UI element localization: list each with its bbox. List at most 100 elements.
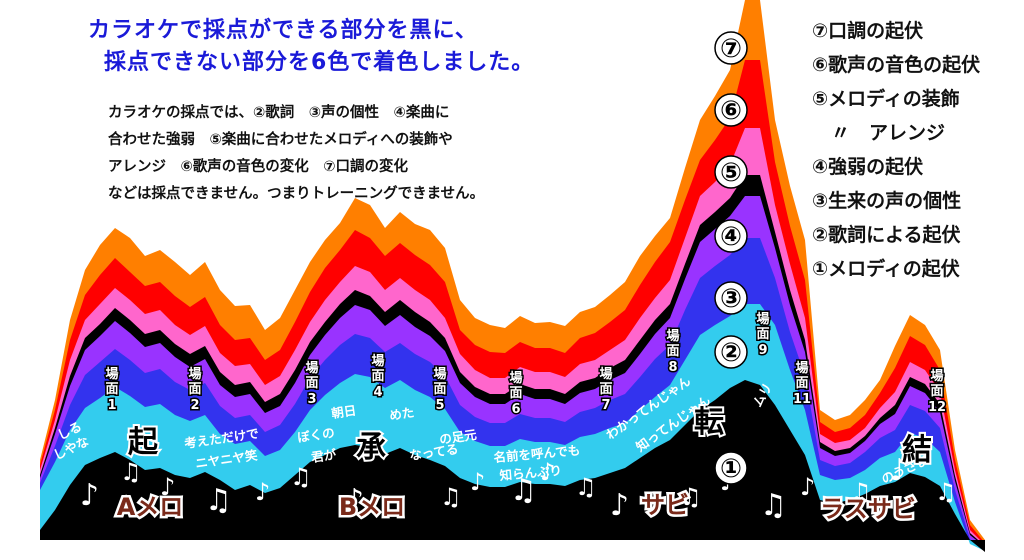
scene-word: 場 <box>305 360 318 376</box>
scene-word: 面 <box>756 327 769 342</box>
scene-word: 場 <box>666 328 679 344</box>
scene-number: 11 <box>793 392 811 407</box>
scene-word: 場 <box>371 353 384 369</box>
layer-marker-label: ④ <box>720 222 742 252</box>
description-line: などは採点できません。つまりトレーニングできません。 <box>108 186 485 202</box>
legend-item-5b: 〃 アレンジ <box>812 122 946 144</box>
legend-item-2: ②歌詞による起伏 <box>812 224 961 246</box>
lyric-text: の足元 <box>438 427 478 447</box>
music-note-icon: ♪ <box>470 468 485 496</box>
scene-word: 面 <box>509 386 522 401</box>
legend-item-1: ①メロディの起伏 <box>812 258 960 280</box>
scene-number: 4 <box>373 385 382 400</box>
legend-item-5: ⑤メロディの装飾 <box>812 88 960 110</box>
lyric-text: 知らんぷり <box>498 463 563 483</box>
lyric-text: ぼくの <box>296 425 335 445</box>
layer-marker-circle <box>714 31 748 65</box>
melody-layers <box>40 0 985 552</box>
scene-word: 場 <box>756 311 769 327</box>
lyric-text: めた <box>388 405 415 423</box>
music-notes: ♪♫♪♫♪♫♪♫♪♫♪♫♪♫♪♫♪♫♪♫ <box>80 453 957 523</box>
lyric-text: なってる <box>408 441 459 463</box>
scene-word: 場 <box>188 366 201 382</box>
layer-marker-label: ① <box>720 454 742 484</box>
scene-word: 面 <box>930 384 943 399</box>
scene-word: 面 <box>599 382 612 397</box>
scene-word: 面 <box>433 382 446 397</box>
story-label: 承 <box>356 430 386 465</box>
section-label: Bメロ <box>339 493 405 521</box>
scene-number: 2 <box>190 398 199 413</box>
lyric-text: 朝日 <box>330 403 357 421</box>
description: カラオケの採点では、②歌詞 ③声の個性 ④楽曲に 合わせた強弱 ⑤楽曲に合わせた… <box>108 100 608 208</box>
scene-word: 場 <box>433 366 446 382</box>
scene-label-3: 場面3 <box>304 359 320 409</box>
music-note-icon: ♫ <box>850 478 872 506</box>
music-note-icon: ♪ <box>255 478 270 506</box>
music-note-icon: ♪ <box>890 453 909 488</box>
scene-word: 面 <box>188 382 201 397</box>
lyric-text: 君が <box>309 447 337 466</box>
legend: ⑦口調の起伏 ⑥歌声の音色の起伏 ⑤メロディの装飾 〃 アレンジ ④強弱の起伏 … <box>812 14 980 286</box>
scene-word: 面 <box>795 376 808 391</box>
scene-label-5: 場面5 <box>432 365 448 415</box>
story-labels: 起 承 転結 <box>126 403 934 470</box>
story-label: 転 <box>694 405 724 440</box>
music-note-icon: ♪ <box>610 488 629 523</box>
section-label: ラスサビ <box>820 495 916 523</box>
scene-word: 場 <box>105 366 118 382</box>
scene-word: 場 <box>930 368 943 384</box>
scene-word: 面 <box>371 369 384 384</box>
story-label: 結 <box>902 433 932 468</box>
description-line: カラオケの採点では、②歌詞 ③声の個性 ④楽曲に <box>108 105 450 121</box>
layer-marker-circle <box>714 93 748 127</box>
layer-marker-circle <box>714 155 748 189</box>
music-note-icon: ♫ <box>120 458 142 486</box>
legend-item-3: ③生来の声の個性 <box>812 190 962 212</box>
scene-label-1: 場面1 <box>104 365 120 415</box>
scene-word: 場 <box>599 366 612 382</box>
scene-label-7: 場面7 <box>598 365 614 415</box>
music-note-icon: ♫ <box>935 478 957 506</box>
music-note-icon: ♫ <box>290 463 312 491</box>
layer-marker-circle <box>714 335 748 369</box>
music-note-icon: ♫ <box>680 483 702 511</box>
layer-marker-label: ⑦ <box>720 34 742 64</box>
scene-number: 9 <box>758 343 767 358</box>
layer-marker-label: ③ <box>720 284 742 314</box>
layer-marker-label: ② <box>720 338 742 368</box>
title-line-1: カラオケで採点ができる部分を黒に、 <box>88 18 478 43</box>
scene-word: 面 <box>105 382 118 397</box>
scene-word: 面 <box>666 344 679 359</box>
layer-marker-label: ⑥ <box>720 96 742 126</box>
music-note-icon: ♪ <box>800 473 815 501</box>
music-note-icon: ♫ <box>760 488 787 523</box>
section-label: サビ <box>641 491 689 519</box>
scene-number: 5 <box>435 398 444 413</box>
legend-item-6: ⑥歌声の音色の起伏 <box>812 54 981 76</box>
scene-number: 3 <box>307 392 316 407</box>
music-note-icon: ♪ <box>160 473 175 501</box>
music-note-icon: ♪ <box>80 478 99 513</box>
layer-8 <box>40 380 985 552</box>
scene-number: 1 <box>107 398 116 413</box>
layer-marker-circle <box>714 451 748 485</box>
scene-label-4: 場面4 <box>370 352 386 402</box>
description-line: アレンジ ⑥歌声の音色の変化 ⑦口調の変化 <box>108 159 409 175</box>
scene-number: 8 <box>668 360 677 375</box>
scene-word: 場 <box>795 360 808 376</box>
title-line-2: 採点できない部分を6色で着色しました。 <box>104 50 535 75</box>
scene-word: 場 <box>509 370 522 386</box>
music-note-icon: ♪ <box>540 458 555 486</box>
section-label: Aメロ <box>117 493 184 521</box>
layer-number-markers: ⑦ ⑥ ⑤ ④ ③ ② ① <box>714 31 748 485</box>
music-note-icon: ♪ <box>345 483 364 518</box>
legend-item-4: ④強弱の起伏 <box>812 156 924 178</box>
layer-marker-circle <box>714 219 748 253</box>
music-note-icon: ♫ <box>510 473 537 508</box>
scene-label-2: 場面2 <box>187 365 203 415</box>
